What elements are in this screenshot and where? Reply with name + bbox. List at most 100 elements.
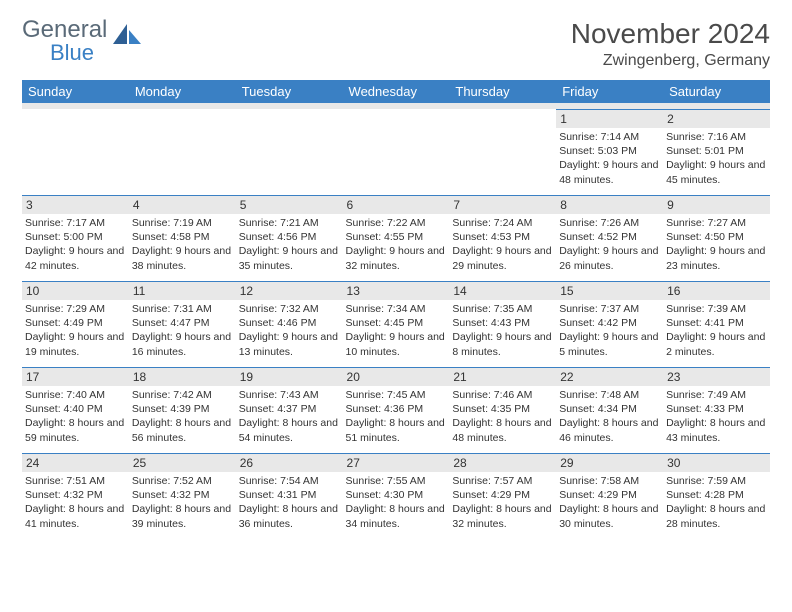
- day-cell: 3 Sunrise: 7:17 AMSunset: 5:00 PMDaylight…: [22, 195, 129, 281]
- day-cell: 19Sunrise: 7:43 AMSunset: 4:37 PMDayligh…: [236, 367, 343, 453]
- day-cell: 4Sunrise: 7:19 AMSunset: 4:58 PMDaylight…: [129, 195, 236, 281]
- daylight-text: Daylight: 8 hours and 48 minutes.: [452, 416, 553, 444]
- daylight-text: Daylight: 9 hours and 19 minutes.: [25, 330, 126, 358]
- sunset-text: Sunset: 4:30 PM: [346, 488, 447, 502]
- day-number: 11: [129, 281, 236, 300]
- sunrise-text: Sunrise: 7:31 AM: [132, 302, 233, 316]
- day-number: 10: [22, 281, 129, 300]
- sunrise-text: Sunrise: 7:45 AM: [346, 388, 447, 402]
- daylight-text: Daylight: 9 hours and 48 minutes.: [559, 158, 660, 186]
- page-title-month: November 2024: [571, 18, 770, 50]
- sunrise-text: Sunrise: 7:21 AM: [239, 216, 340, 230]
- sunset-text: Sunset: 4:34 PM: [559, 402, 660, 416]
- day-content: Sunrise: 7:31 AMSunset: 4:47 PMDaylight:…: [129, 300, 236, 361]
- calendar-week-row: 3Sunrise: 7:17 AMSunset: 5:00 PMDaylight…: [22, 195, 770, 281]
- sunrise-text: Sunrise: 7:37 AM: [559, 302, 660, 316]
- weekday-header: Sunday: [22, 80, 129, 103]
- day-cell: 17Sunrise: 7:40 AMSunset: 4:40 PMDayligh…: [22, 367, 129, 453]
- day-number: 17: [22, 367, 129, 386]
- sunset-text: Sunset: 4:36 PM: [346, 402, 447, 416]
- day-content: Sunrise: 7:32 AMSunset: 4:46 PMDaylight:…: [236, 300, 343, 361]
- sunset-text: Sunset: 4:31 PM: [239, 488, 340, 502]
- day-cell: 11Sunrise: 7:31 AMSunset: 4:47 PMDayligh…: [129, 281, 236, 367]
- day-cell: 24Sunrise: 7:51 AMSunset: 4:32 PMDayligh…: [22, 453, 129, 539]
- sunset-text: Sunset: 4:49 PM: [25, 316, 126, 330]
- day-cell: 29Sunrise: 7:58 AMSunset: 4:29 PMDayligh…: [556, 453, 663, 539]
- brand-word2: Blue: [50, 42, 107, 64]
- day-number: 2: [663, 109, 770, 128]
- day-number: 12: [236, 281, 343, 300]
- calendar-week-row: 17Sunrise: 7:40 AMSunset: 4:40 PMDayligh…: [22, 367, 770, 453]
- sunrise-text: Sunrise: 7:39 AM: [666, 302, 767, 316]
- day-number: 28: [449, 453, 556, 472]
- daylight-text: Daylight: 9 hours and 23 minutes.: [666, 244, 767, 272]
- sunrise-text: Sunrise: 7:51 AM: [25, 474, 126, 488]
- sunset-text: Sunset: 4:28 PM: [666, 488, 767, 502]
- day-number: 1: [556, 109, 663, 128]
- day-cell: [449, 109, 556, 195]
- weekday-header: Friday: [556, 80, 663, 103]
- day-number: 24: [22, 453, 129, 472]
- day-content: Sunrise: 7:57 AMSunset: 4:29 PMDaylight:…: [449, 472, 556, 533]
- calendar-week-row: 10Sunrise: 7:29 AMSunset: 4:49 PMDayligh…: [22, 281, 770, 367]
- day-content: Sunrise: 7:16 AMSunset: 5:01 PMDaylight:…: [663, 128, 770, 189]
- title-block: November 2024 Zwingenberg, Germany: [571, 18, 770, 70]
- daylight-text: Daylight: 9 hours and 42 minutes.: [25, 244, 126, 272]
- day-content: Sunrise: 7:26 AMSunset: 4:52 PMDaylight:…: [556, 214, 663, 275]
- day-cell: 14Sunrise: 7:35 AMSunset: 4:43 PMDayligh…: [449, 281, 556, 367]
- sunrise-text: Sunrise: 7:54 AM: [239, 474, 340, 488]
- day-cell: 28Sunrise: 7:57 AMSunset: 4:29 PMDayligh…: [449, 453, 556, 539]
- day-number: 3: [22, 195, 129, 214]
- day-cell: 26Sunrise: 7:54 AMSunset: 4:31 PMDayligh…: [236, 453, 343, 539]
- day-cell: 7Sunrise: 7:24 AMSunset: 4:53 PMDaylight…: [449, 195, 556, 281]
- sunrise-text: Sunrise: 7:29 AM: [25, 302, 126, 316]
- sunrise-text: Sunrise: 7:48 AM: [559, 388, 660, 402]
- day-content: Sunrise: 7:14 AMSunset: 5:03 PMDaylight:…: [556, 128, 663, 189]
- calendar-page: General Blue November 2024 Zwingenberg, …: [0, 0, 792, 557]
- daylight-text: Daylight: 8 hours and 34 minutes.: [346, 502, 447, 530]
- sunset-text: Sunset: 5:00 PM: [25, 230, 126, 244]
- day-cell: 5Sunrise: 7:21 AMSunset: 4:56 PMDaylight…: [236, 195, 343, 281]
- daylight-text: Daylight: 8 hours and 41 minutes.: [25, 502, 126, 530]
- day-content: Sunrise: 7:51 AMSunset: 4:32 PMDaylight:…: [22, 472, 129, 533]
- calendar-header-row: SundayMondayTuesdayWednesdayThursdayFrid…: [22, 80, 770, 103]
- day-content: Sunrise: 7:22 AMSunset: 4:55 PMDaylight:…: [343, 214, 450, 275]
- day-cell: 27Sunrise: 7:55 AMSunset: 4:30 PMDayligh…: [343, 453, 450, 539]
- sunset-text: Sunset: 4:58 PM: [132, 230, 233, 244]
- day-number: 19: [236, 367, 343, 386]
- day-number: 13: [343, 281, 450, 300]
- header: General Blue November 2024 Zwingenberg, …: [22, 18, 770, 70]
- daylight-text: Daylight: 8 hours and 39 minutes.: [132, 502, 233, 530]
- day-cell: 16Sunrise: 7:39 AMSunset: 4:41 PMDayligh…: [663, 281, 770, 367]
- day-cell: 25Sunrise: 7:52 AMSunset: 4:32 PMDayligh…: [129, 453, 236, 539]
- sunrise-text: Sunrise: 7:55 AM: [346, 474, 447, 488]
- day-cell: 20Sunrise: 7:45 AMSunset: 4:36 PMDayligh…: [343, 367, 450, 453]
- sunrise-text: Sunrise: 7:26 AM: [559, 216, 660, 230]
- sunrise-text: Sunrise: 7:42 AM: [132, 388, 233, 402]
- day-cell: 10 Sunrise: 7:29 AMSunset: 4:49 PMDayligh…: [22, 281, 129, 367]
- sunset-text: Sunset: 4:41 PM: [666, 316, 767, 330]
- page-title-location: Zwingenberg, Germany: [571, 52, 770, 70]
- calendar-week-row: 1Sunrise: 7:14 AMSunset: 5:03 PMDaylight…: [22, 109, 770, 195]
- sunset-text: Sunset: 5:03 PM: [559, 144, 660, 158]
- sunrise-text: Sunrise: 7:32 AM: [239, 302, 340, 316]
- sunset-text: Sunset: 4:32 PM: [132, 488, 233, 502]
- sunset-text: Sunset: 4:42 PM: [559, 316, 660, 330]
- daylight-text: Daylight: 9 hours and 8 minutes.: [452, 330, 553, 358]
- day-content: Sunrise: 7:46 AMSunset: 4:35 PMDaylight:…: [449, 386, 556, 447]
- weekday-header: Saturday: [663, 80, 770, 103]
- sunset-text: Sunset: 4:46 PM: [239, 316, 340, 330]
- day-content: Sunrise: 7:48 AMSunset: 4:34 PMDaylight:…: [556, 386, 663, 447]
- sunrise-text: Sunrise: 7:22 AM: [346, 216, 447, 230]
- sunrise-text: Sunrise: 7:59 AM: [666, 474, 767, 488]
- day-content: Sunrise: 7:37 AMSunset: 4:42 PMDaylight:…: [556, 300, 663, 361]
- day-content: Sunrise: 7:43 AMSunset: 4:37 PMDaylight:…: [236, 386, 343, 447]
- day-cell: 21Sunrise: 7:46 AMSunset: 4:35 PMDayligh…: [449, 367, 556, 453]
- day-number: 4: [129, 195, 236, 214]
- day-number: 22: [556, 367, 663, 386]
- daylight-text: Daylight: 9 hours and 26 minutes.: [559, 244, 660, 272]
- day-content: Sunrise: 7:42 AMSunset: 4:39 PMDaylight:…: [129, 386, 236, 447]
- sunrise-text: Sunrise: 7:17 AM: [25, 216, 126, 230]
- day-number: 25: [129, 453, 236, 472]
- daylight-text: Daylight: 9 hours and 16 minutes.: [132, 330, 233, 358]
